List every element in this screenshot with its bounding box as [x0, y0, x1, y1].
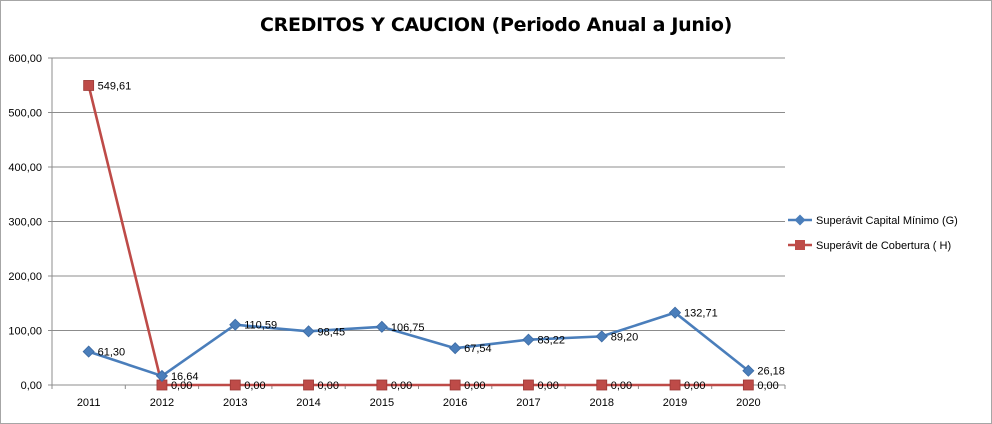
x-tick-label: 2017 [516, 397, 540, 409]
data-label: 132,71 [684, 308, 718, 320]
legend-label: Superávit Capital Mínimo (G) [816, 215, 958, 227]
x-tick-label: 2011 [77, 397, 101, 409]
y-tick-label: 400,00 [8, 162, 42, 174]
data-label: 0,00 [684, 380, 705, 392]
data-label: 0,00 [391, 380, 412, 392]
y-tick-label: 600,00 [8, 53, 42, 65]
data-label: 98,45 [318, 326, 346, 338]
legend: Superávit Capital Mínimo (G) Superávit de… [788, 214, 958, 252]
data-label: 0,00 [611, 380, 632, 392]
gridlines [52, 57, 785, 331]
x-tick-label: 2015 [370, 397, 394, 409]
data-point [229, 379, 241, 391]
data-point [83, 80, 95, 91]
data-label: 67,54 [464, 343, 492, 355]
data-point [229, 318, 242, 331]
data-point [522, 333, 535, 346]
data-label: 83,22 [537, 335, 565, 347]
x-tick-label: 2019 [663, 397, 687, 409]
data-label: 0,00 [318, 380, 339, 392]
data-label: 110,59 [244, 320, 277, 332]
data-label: 0,00 [537, 380, 558, 392]
data-point [595, 330, 608, 343]
series-layer [82, 80, 755, 391]
data-point [669, 379, 681, 391]
data-point [596, 379, 608, 391]
data-point [523, 379, 534, 391]
data-point [449, 379, 461, 391]
y-tick-label: 500,00 [8, 108, 42, 120]
data-point [82, 345, 95, 358]
data-label: 106,75 [391, 322, 425, 334]
series-line [88, 311, 750, 378]
data-label: 0,00 [757, 380, 778, 392]
legend-marker [794, 214, 806, 226]
x-tick-label: 2020 [736, 397, 760, 409]
data-point [155, 369, 169, 382]
y-tick-label: 300,00 [8, 217, 42, 229]
y-tick-label: 200,00 [8, 271, 42, 283]
data-point [375, 320, 388, 333]
data-label: 0,00 [244, 380, 265, 392]
data-point [302, 325, 315, 338]
data-point [668, 306, 682, 319]
data-label: 61,30 [98, 347, 126, 359]
axes: 0,00 100,00 200,00 300,00 400,00 500,00 600,00… [8, 53, 786, 409]
data-labels: 61,30 16,64 110,59 98,45 106,75 67,54 83,22 89,… [98, 80, 785, 392]
x-tick-label: 2014 [296, 397, 320, 409]
x-tick-label: 2016 [443, 397, 467, 409]
legend-marker [795, 240, 805, 250]
data-label: 0,00 [171, 380, 192, 392]
x-tick-label: 2012 [150, 397, 174, 409]
data-point [376, 379, 388, 391]
x-tick-label: 2018 [590, 397, 614, 409]
data-point [742, 364, 755, 377]
data-point [303, 379, 314, 391]
chart-title: CREDITOS Y CAUCION (Periodo Anual a Juni… [260, 14, 732, 36]
data-label: 16,64 [171, 371, 199, 383]
data-label: 89,20 [611, 331, 639, 343]
data-point [449, 342, 462, 355]
x-tick-label: 2013 [223, 397, 247, 409]
data-label: 0,00 [464, 380, 485, 392]
data-label: 549,61 [98, 80, 132, 92]
series-line [87, 85, 749, 387]
legend-label: Superávit de Cobertura ( H) [816, 240, 951, 252]
data-point [742, 379, 754, 391]
data-label: 26,18 [757, 366, 785, 378]
y-tick-label: 100,00 [8, 326, 42, 338]
y-tick-label: 0,00 [21, 380, 42, 392]
